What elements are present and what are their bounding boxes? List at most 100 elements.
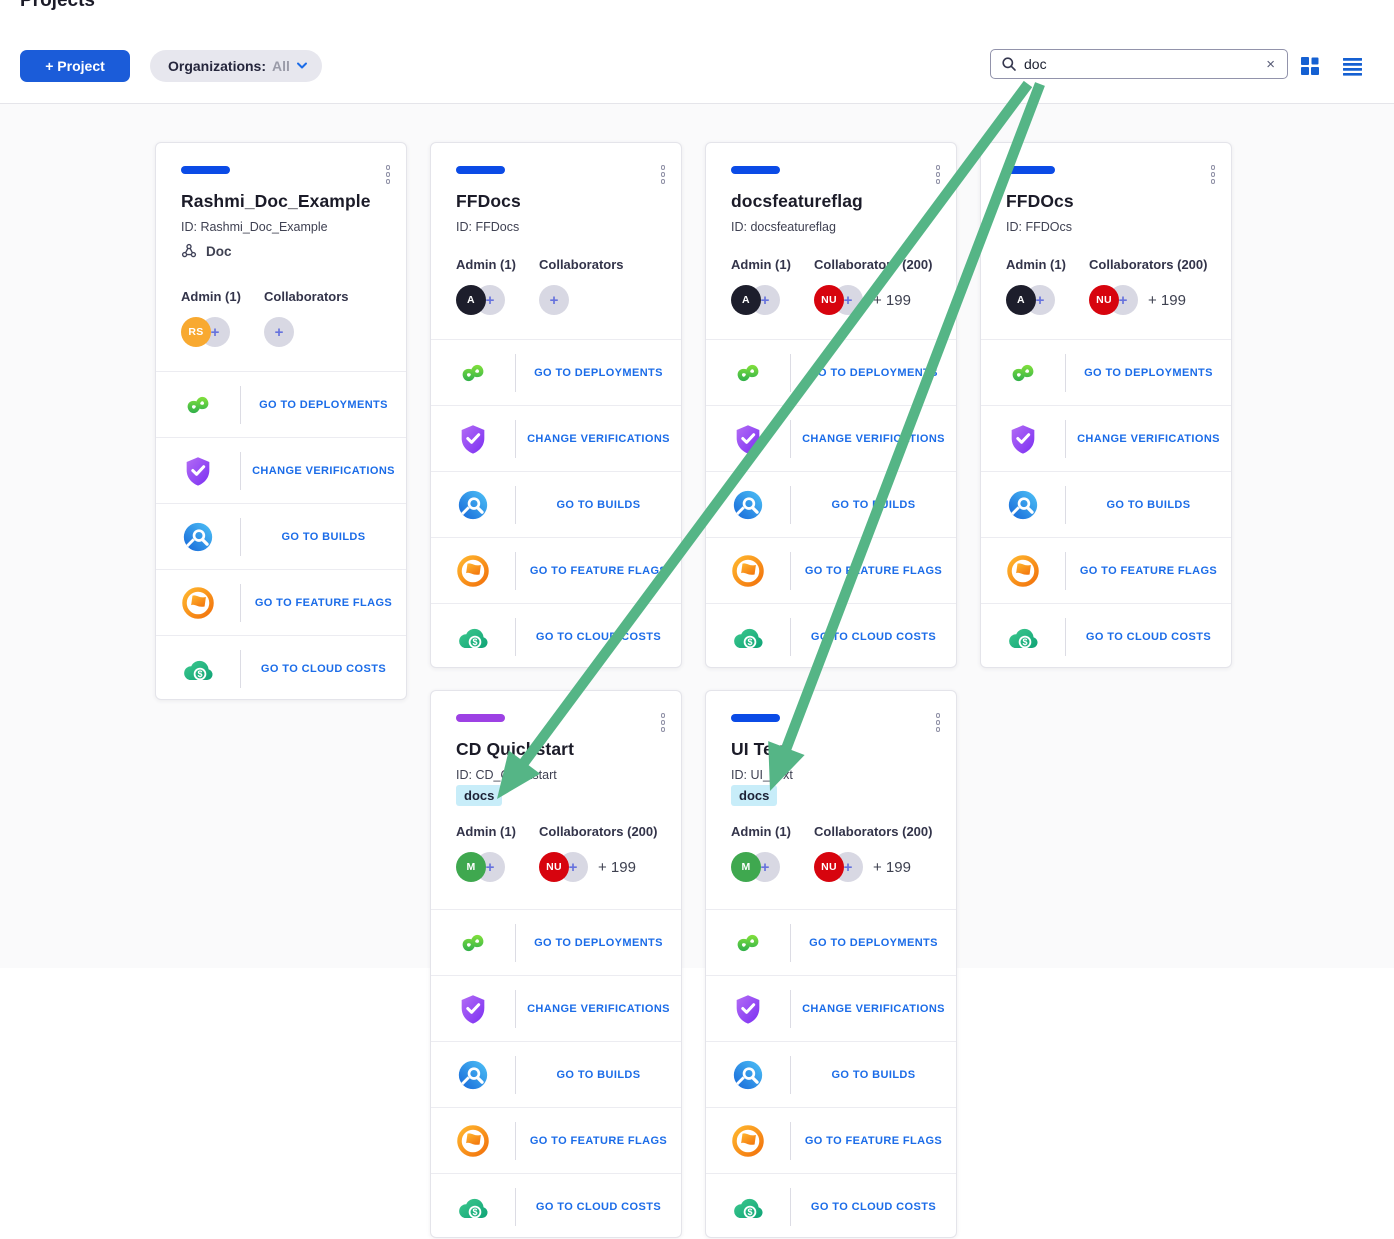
module-link-ff[interactable]: GO TO FEATURE FLAGS — [529, 1134, 668, 1147]
new-project-button[interactable]: + Project — [20, 50, 130, 82]
module-link-srm[interactable]: CHANGE VERIFICATIONS — [527, 432, 670, 445]
ci-module-icon — [706, 1058, 790, 1092]
add-collaborator-button[interactable]: + — [264, 317, 294, 347]
vertical-divider — [1065, 551, 1066, 590]
admin-avatar[interactable]: A — [1006, 285, 1036, 315]
project-id: ID: FFDOcs — [1006, 220, 1072, 234]
module-link-ccm[interactable]: GO TO CLOUD COSTS — [260, 662, 387, 675]
toolbar-divider — [0, 103, 1394, 104]
vertical-divider — [240, 451, 241, 490]
module-link-cd[interactable]: GO TO DEPLOYMENTS — [809, 366, 938, 379]
module-link-row: CHANGE VERIFICATIONS — [706, 975, 956, 1041]
module-link-row: CHANGE VERIFICATIONS — [706, 405, 956, 471]
search-clear-button[interactable]: × — [1266, 55, 1275, 73]
module-link-srm[interactable]: CHANGE VERIFICATIONS — [802, 1002, 945, 1015]
module-links: GO TO DEPLOYMENTS CHANGE VERIFICATIONS G… — [706, 909, 956, 1239]
module-links: GO TO DEPLOYMENTS CHANGE VERIFICATIONS G… — [156, 371, 406, 701]
module-link-cd[interactable]: GO TO DEPLOYMENTS — [534, 936, 663, 949]
module-link-srm[interactable]: CHANGE VERIFICATIONS — [252, 464, 395, 477]
module-link-row: GO TO DEPLOYMENTS — [706, 339, 956, 405]
module-link-ci[interactable]: GO TO BUILDS — [556, 498, 641, 511]
org-filter-label: Organizations: — [168, 58, 267, 74]
project-card[interactable]: CD Quickstart ID: CD_Quickstart docs Adm… — [430, 690, 682, 1238]
vertical-divider — [240, 649, 241, 688]
module-link-ci[interactable]: GO TO BUILDS — [556, 1068, 641, 1081]
collaborator-avatar[interactable]: NU — [814, 285, 844, 315]
module-link-ff[interactable]: GO TO FEATURE FLAGS — [529, 564, 668, 577]
module-link-srm[interactable]: CHANGE VERIFICATIONS — [527, 1002, 670, 1015]
card-menu-button[interactable] — [932, 161, 945, 188]
module-link-ccm[interactable]: GO TO CLOUD COSTS — [535, 1200, 662, 1213]
module-link-ccm[interactable]: GO TO CLOUD COSTS — [810, 1200, 937, 1213]
module-link-cd[interactable]: GO TO DEPLOYMENTS — [1084, 366, 1213, 379]
module-link-ci[interactable]: GO TO BUILDS — [831, 498, 916, 511]
admin-label: Admin (1) — [456, 824, 516, 839]
module-link-ccm[interactable]: GO TO CLOUD COSTS — [1085, 630, 1212, 643]
ci-module-icon — [431, 488, 515, 522]
module-link-ff[interactable]: GO TO FEATURE FLAGS — [804, 564, 943, 577]
project-name: FFDocs — [456, 191, 521, 211]
svg-text:$: $ — [472, 1207, 477, 1217]
search-input[interactable] — [1024, 56, 1258, 72]
card-menu-button[interactable] — [1207, 161, 1220, 188]
module-link-ci[interactable]: GO TO BUILDS — [281, 530, 366, 543]
project-card[interactable]: docsfeatureflag ID: docsfeatureflag Admi… — [705, 142, 957, 668]
module-color-bar — [731, 166, 780, 174]
module-link-ccm[interactable]: GO TO CLOUD COSTS — [535, 630, 662, 643]
admin-avatar[interactable]: A — [456, 285, 486, 315]
admin-avatar[interactable]: A — [731, 285, 761, 315]
card-menu-button[interactable] — [657, 709, 670, 736]
module-link-row: GO TO BUILDS — [431, 1041, 681, 1107]
module-link-srm[interactable]: CHANGE VERIFICATIONS — [802, 432, 945, 445]
project-members: Admin (1) RS + Collaborators + — [181, 289, 394, 347]
admin-avatar[interactable]: M — [731, 852, 761, 882]
project-name: CD Quickstart — [456, 739, 574, 759]
collaborator-avatar[interactable]: NU — [814, 852, 844, 882]
project-card[interactable]: UI Text ID: UI_Text docs Admin (1) M + C… — [705, 690, 957, 1238]
module-link-cd[interactable]: GO TO DEPLOYMENTS — [534, 366, 663, 379]
module-link-ci[interactable]: GO TO BUILDS — [831, 1068, 916, 1081]
organizations-filter-dropdown[interactable]: Organizations: All — [150, 50, 322, 82]
module-link-row: GO TO BUILDS — [706, 471, 956, 537]
admin-label: Admin (1) — [456, 257, 516, 272]
cd-module-icon — [981, 356, 1065, 390]
module-link-row: CHANGE VERIFICATIONS — [981, 405, 1231, 471]
list-view-icon[interactable] — [1342, 56, 1363, 79]
card-menu-button[interactable] — [657, 161, 670, 188]
module-link-cd[interactable]: GO TO DEPLOYMENTS — [809, 936, 938, 949]
module-link-ff[interactable]: GO TO FEATURE FLAGS — [804, 1134, 943, 1147]
module-link-cd[interactable]: GO TO DEPLOYMENTS — [259, 398, 388, 411]
admin-avatar[interactable]: M — [456, 852, 486, 882]
admin-label: Admin (1) — [181, 289, 241, 304]
collaborator-avatar[interactable]: NU — [1089, 285, 1119, 315]
svg-text:$: $ — [747, 1207, 752, 1217]
project-card[interactable]: FFDocs ID: FFDocs Admin (1) A + Collabor… — [430, 142, 682, 668]
card-menu-button[interactable] — [382, 161, 395, 188]
grid-view-icon[interactable] — [1300, 56, 1320, 79]
module-link-ci[interactable]: GO TO BUILDS — [1106, 498, 1191, 511]
module-link-row: GO TO BUILDS — [981, 471, 1231, 537]
collaborator-avatar[interactable]: NU — [539, 852, 569, 882]
ff-module-icon — [706, 1123, 790, 1159]
cd-module-icon — [706, 926, 790, 960]
module-link-row: GO TO FEATURE FLAGS — [981, 537, 1231, 603]
module-link-ccm[interactable]: GO TO CLOUD COSTS — [810, 630, 937, 643]
srm-module-icon — [981, 422, 1065, 456]
svg-text:$: $ — [197, 669, 202, 679]
module-link-ff[interactable]: GO TO FEATURE FLAGS — [254, 596, 393, 609]
vertical-divider — [240, 583, 241, 622]
vertical-divider — [515, 419, 516, 458]
project-members: Admin (1) M + Collaborators (200) NU + +… — [731, 824, 944, 882]
project-card[interactable]: FFDOcs ID: FFDOcs Admin (1) A + Collabor… — [980, 142, 1232, 668]
card-menu-button[interactable] — [932, 709, 945, 736]
ccm-module-icon: $ — [431, 1190, 515, 1224]
project-card[interactable]: Rashmi_Doc_Example ID: Rashmi_Doc_Exampl… — [155, 142, 407, 700]
module-link-ff[interactable]: GO TO FEATURE FLAGS — [1079, 564, 1218, 577]
ci-module-icon — [431, 1058, 515, 1092]
add-collaborator-button[interactable]: + — [539, 285, 569, 315]
module-link-row: GO TO DEPLOYMENTS — [431, 909, 681, 975]
admin-avatar[interactable]: RS — [181, 317, 211, 347]
module-links: GO TO DEPLOYMENTS CHANGE VERIFICATIONS G… — [431, 909, 681, 1239]
admin-label: Admin (1) — [731, 257, 791, 272]
module-link-srm[interactable]: CHANGE VERIFICATIONS — [1077, 432, 1220, 445]
